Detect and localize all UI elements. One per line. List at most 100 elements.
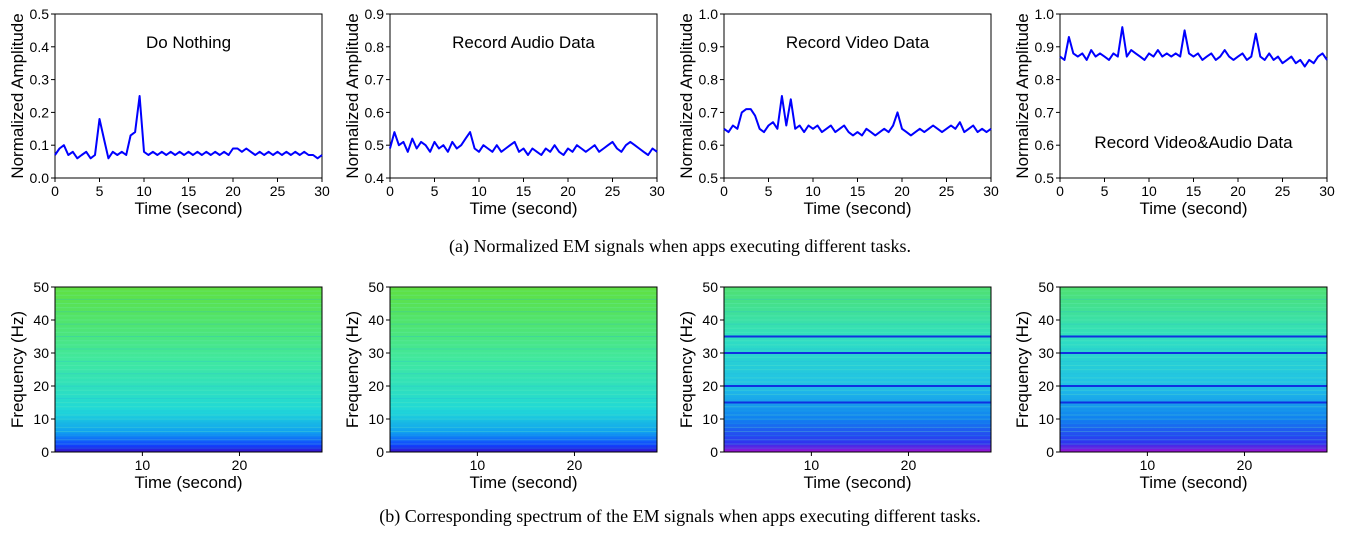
spectrogram-image bbox=[55, 287, 322, 452]
y-axis-label: Normalized Amplitude bbox=[343, 13, 362, 178]
y-axis-label: Normalized Amplitude bbox=[677, 13, 696, 178]
x-tick-label: 10 bbox=[1141, 183, 1157, 199]
x-tick-label: 10 bbox=[1140, 457, 1156, 473]
y-tick-label: 0.9 bbox=[365, 6, 385, 22]
x-tick-label: 0 bbox=[386, 183, 394, 199]
y-tick-label: 0.7 bbox=[365, 72, 385, 88]
x-tick-label: 20 bbox=[1230, 183, 1246, 199]
y-tick-label: 50 bbox=[702, 279, 718, 295]
plot-title: Do Nothing bbox=[146, 33, 231, 52]
y-tick-label: 50 bbox=[1038, 279, 1054, 295]
y-tick-label: 10 bbox=[33, 411, 49, 427]
x-tick-label: 20 bbox=[560, 183, 576, 199]
x-axis-label: Time (second) bbox=[134, 473, 242, 492]
caption: (b) Corresponding spectrum of the EM sig… bbox=[379, 506, 981, 527]
x-tick-label: 5 bbox=[431, 183, 439, 199]
x-tick-label: 20 bbox=[567, 457, 583, 473]
y-axis-label: Frequency (Hz) bbox=[343, 311, 362, 428]
x-tick-label: 25 bbox=[605, 183, 621, 199]
signal-line bbox=[389, 131, 658, 156]
plot-title: Record Video Data bbox=[786, 33, 930, 52]
signal-line bbox=[1059, 26, 1328, 68]
x-axis-label: Time (second) bbox=[134, 199, 242, 218]
y-tick-label: 20 bbox=[702, 378, 718, 394]
x-axis-label: Time (second) bbox=[469, 473, 577, 492]
spectrogram-image bbox=[390, 287, 657, 452]
x-tick-label: 0 bbox=[1056, 183, 1064, 199]
y-tick-label: 0 bbox=[376, 444, 384, 460]
y-tick-label: 40 bbox=[33, 312, 49, 328]
y-tick-label: 0 bbox=[41, 444, 49, 460]
x-tick-label: 30 bbox=[1319, 183, 1335, 199]
y-tick-label: 0 bbox=[710, 444, 718, 460]
x-tick-label: 5 bbox=[1101, 183, 1109, 199]
y-tick-label: 20 bbox=[1038, 378, 1054, 394]
y-tick-label: 1.0 bbox=[699, 6, 719, 22]
x-tick-label: 15 bbox=[850, 183, 866, 199]
y-tick-label: 0.5 bbox=[1035, 170, 1055, 186]
y-axis-label: Frequency (Hz) bbox=[1013, 311, 1032, 428]
plot-frame bbox=[54, 286, 323, 453]
y-tick-label: 1.0 bbox=[1035, 6, 1055, 22]
y-tick-label: 0.9 bbox=[1035, 39, 1055, 55]
y-tick-label: 0.8 bbox=[365, 39, 385, 55]
y-tick-label: 30 bbox=[33, 345, 49, 361]
y-tick-label: 50 bbox=[368, 279, 384, 295]
y-tick-label: 40 bbox=[1038, 312, 1054, 328]
y-tick-label: 0.5 bbox=[30, 6, 50, 22]
x-tick-label: 10 bbox=[804, 457, 820, 473]
x-tick-label: 25 bbox=[270, 183, 286, 199]
y-tick-label: 10 bbox=[702, 411, 718, 427]
y-tick-label: 0.0 bbox=[30, 170, 50, 186]
x-tick-label: 10 bbox=[805, 183, 821, 199]
x-axis-label: Time (second) bbox=[1139, 199, 1247, 218]
x-axis-label: Time (second) bbox=[803, 199, 911, 218]
y-tick-label: 0.6 bbox=[1035, 137, 1055, 153]
y-tick-label: 50 bbox=[33, 279, 49, 295]
y-tick-label: 0.3 bbox=[30, 72, 50, 88]
y-tick-label: 0.4 bbox=[365, 170, 385, 186]
plot-frame bbox=[723, 286, 992, 453]
plot-title: Record Audio Data bbox=[452, 33, 595, 52]
x-tick-label: 10 bbox=[136, 183, 152, 199]
plot-frame bbox=[1059, 13, 1328, 179]
x-tick-label: 10 bbox=[471, 183, 487, 199]
y-tick-label: 40 bbox=[368, 312, 384, 328]
x-tick-label: 30 bbox=[983, 183, 999, 199]
y-axis-label: Frequency (Hz) bbox=[8, 311, 27, 428]
y-tick-label: 0 bbox=[1046, 444, 1054, 460]
x-axis-label: Time (second) bbox=[803, 473, 911, 492]
x-tick-label: 5 bbox=[765, 183, 773, 199]
y-tick-label: 30 bbox=[702, 345, 718, 361]
y-tick-label: 0.5 bbox=[365, 137, 385, 153]
y-axis-label: Normalized Amplitude bbox=[8, 13, 27, 178]
x-tick-label: 20 bbox=[894, 183, 910, 199]
y-axis-label: Normalized Amplitude bbox=[1013, 13, 1032, 178]
y-tick-label: 0.6 bbox=[699, 137, 719, 153]
plot-title: Record Video&Audio Data bbox=[1094, 133, 1293, 152]
x-tick-label: 15 bbox=[181, 183, 197, 199]
y-axis-label: Frequency (Hz) bbox=[677, 311, 696, 428]
x-tick-label: 0 bbox=[51, 183, 59, 199]
plot-frame bbox=[1059, 286, 1328, 453]
y-tick-label: 0.1 bbox=[30, 137, 50, 153]
x-tick-label: 5 bbox=[96, 183, 104, 199]
y-tick-label: 0.7 bbox=[1035, 104, 1055, 120]
x-tick-label: 20 bbox=[225, 183, 241, 199]
x-tick-label: 15 bbox=[1186, 183, 1202, 199]
x-axis-label: Time (second) bbox=[1139, 473, 1247, 492]
y-tick-label: 0.2 bbox=[30, 104, 50, 120]
x-tick-label: 30 bbox=[314, 183, 330, 199]
y-tick-label: 0.4 bbox=[30, 39, 50, 55]
y-tick-label: 0.5 bbox=[699, 170, 719, 186]
x-tick-label: 15 bbox=[516, 183, 532, 199]
spectrogram-image bbox=[724, 287, 991, 452]
y-tick-label: 10 bbox=[368, 411, 384, 427]
y-tick-label: 30 bbox=[1038, 345, 1054, 361]
caption: (a) Normalized EM signals when apps exec… bbox=[449, 236, 911, 257]
x-tick-label: 0 bbox=[720, 183, 728, 199]
y-tick-label: 20 bbox=[368, 378, 384, 394]
y-tick-label: 20 bbox=[33, 378, 49, 394]
x-tick-label: 25 bbox=[939, 183, 955, 199]
